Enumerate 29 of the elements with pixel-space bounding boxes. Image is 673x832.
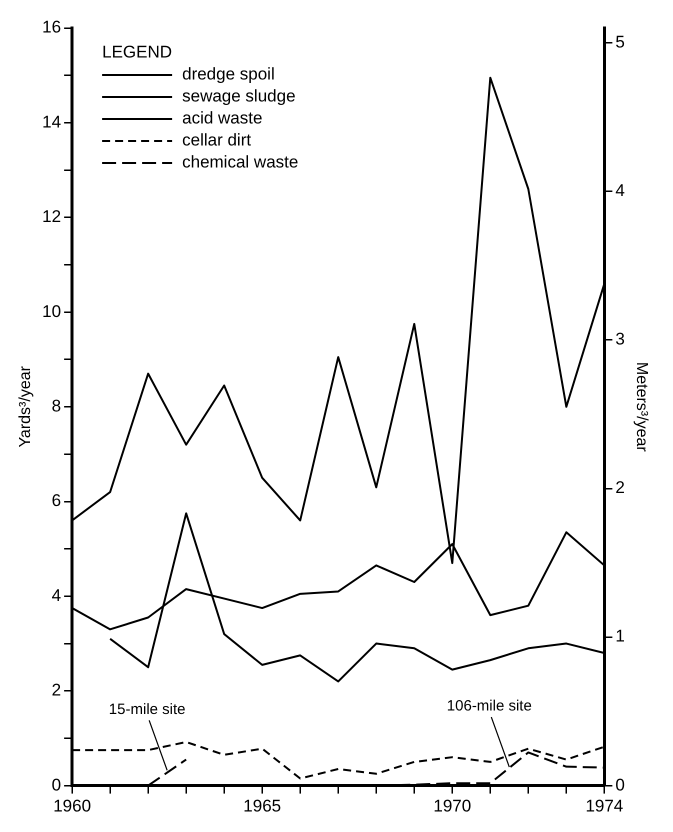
annotation: 15-mile site (108, 700, 186, 718)
y2-tick-label: 0 (615, 775, 625, 794)
legend-label: acid waste (182, 108, 262, 128)
x-tick-label: 1974 (585, 796, 624, 816)
y-tick-label: 4 (52, 586, 62, 605)
y2-tick-label: 1 (615, 626, 625, 646)
legend-label: sewage sludge (182, 86, 296, 106)
legend-label: chemical waste (182, 152, 298, 172)
y2-axis-title: Meters³/year (632, 362, 650, 452)
legend-label: cellar dirt (182, 130, 252, 150)
annotation: 106-mile site (446, 698, 532, 715)
x-tick-label: 1960 (53, 796, 92, 816)
y-tick-label: 6 (52, 491, 62, 510)
y2-tick-label: 3 (615, 330, 625, 349)
legend-title: LEGEND (102, 42, 172, 62)
y2-tick-label: 4 (615, 181, 625, 200)
y-tick-label: 16 (42, 18, 62, 37)
y2-tick-label: 2 (615, 478, 625, 498)
y-tick-label: 14 (42, 112, 62, 132)
x-tick-label: 1965 (243, 796, 282, 816)
y-tick-label: 0 (52, 775, 62, 794)
y2-tick-label: 5 (615, 32, 625, 52)
y-axis-title: Yards³/year (17, 365, 34, 448)
y-tick-label: 12 (42, 207, 62, 226)
y-tick-label: 10 (42, 302, 62, 321)
legend-label: dredge spoil (182, 64, 275, 84)
x-tick-label: 1970 (433, 796, 472, 816)
y-tick-label: 8 (52, 396, 62, 416)
y-tick-label: 2 (52, 680, 62, 700)
